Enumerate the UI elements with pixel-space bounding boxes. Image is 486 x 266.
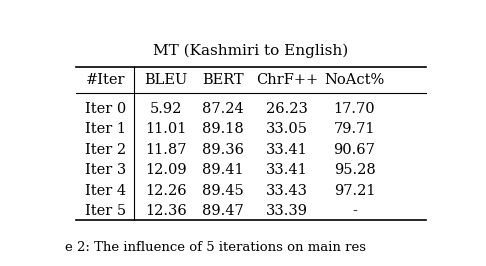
Text: 33.41: 33.41 <box>266 143 308 157</box>
Text: 90.67: 90.67 <box>333 143 376 157</box>
Text: -: - <box>352 204 357 218</box>
Text: 33.39: 33.39 <box>266 204 308 218</box>
Text: #Iter: #Iter <box>86 73 126 87</box>
Text: BERT: BERT <box>202 73 243 87</box>
Text: 79.71: 79.71 <box>334 122 375 136</box>
Text: 11.87: 11.87 <box>145 143 187 157</box>
Text: 33.41: 33.41 <box>266 163 308 177</box>
Text: 5.92: 5.92 <box>150 102 182 116</box>
Text: Iter 2: Iter 2 <box>86 143 126 157</box>
Text: 95.28: 95.28 <box>334 163 375 177</box>
Text: 87.24: 87.24 <box>202 102 243 116</box>
Text: NoAct%: NoAct% <box>325 73 384 87</box>
Text: MT (Kashmiri to English): MT (Kashmiri to English) <box>154 43 348 57</box>
Text: 26.23: 26.23 <box>266 102 308 116</box>
Text: Iter 4: Iter 4 <box>86 184 126 198</box>
Text: Iter 3: Iter 3 <box>86 163 126 177</box>
Text: 12.36: 12.36 <box>145 204 187 218</box>
Text: Iter 1: Iter 1 <box>86 122 126 136</box>
Text: 12.26: 12.26 <box>145 184 187 198</box>
Text: 89.41: 89.41 <box>202 163 243 177</box>
Text: BLEU: BLEU <box>145 73 188 87</box>
Text: ChrF++: ChrF++ <box>256 73 318 87</box>
Text: 12.09: 12.09 <box>145 163 187 177</box>
Text: 17.70: 17.70 <box>334 102 375 116</box>
Text: 89.45: 89.45 <box>202 184 243 198</box>
Text: Iter 5: Iter 5 <box>86 204 126 218</box>
Text: 89.36: 89.36 <box>202 143 243 157</box>
Text: 11.01: 11.01 <box>145 122 187 136</box>
Text: 89.47: 89.47 <box>202 204 243 218</box>
Text: Iter 0: Iter 0 <box>86 102 126 116</box>
Text: e 2: The influence of 5 iterations on main res: e 2: The influence of 5 iterations on ma… <box>65 241 365 254</box>
Text: 97.21: 97.21 <box>334 184 375 198</box>
Text: 33.05: 33.05 <box>266 122 308 136</box>
Text: 33.43: 33.43 <box>266 184 308 198</box>
Text: 89.18: 89.18 <box>202 122 243 136</box>
